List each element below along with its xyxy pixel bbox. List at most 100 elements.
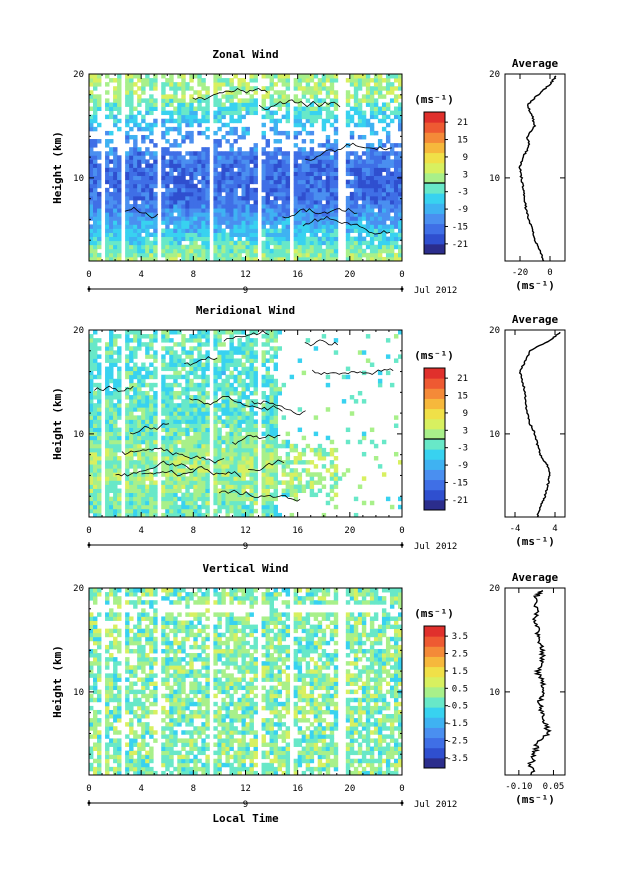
heatmap-cell: [217, 439, 222, 445]
heatmap-cell: [117, 354, 122, 359]
heatmap-cell: [129, 106, 134, 111]
heatmap-cell: [237, 224, 242, 229]
heatmap-cell: [365, 167, 371, 172]
heatmap-cell: [153, 200, 158, 205]
heatmap-cell: [201, 427, 206, 433]
heatmap-cell: [93, 653, 98, 658]
heatmap-cell: [253, 216, 258, 221]
heatmap-cell: [89, 612, 94, 617]
heatmap-cell: [125, 443, 130, 449]
heatmap-cell: [325, 147, 331, 152]
heatmap-cell: [181, 236, 186, 242]
heatmap-cell: [381, 208, 387, 213]
heatmap-cell: [225, 435, 230, 441]
heatmap-cell: [345, 122, 351, 128]
heatmap-cell: [109, 460, 114, 465]
heatmap-cell: [317, 208, 323, 213]
contour-line: [184, 356, 218, 366]
heatmap-cell: [325, 167, 331, 172]
heatmap-cell: [97, 354, 102, 359]
heatmap-cell: [113, 390, 118, 396]
heatmap-cell: [89, 224, 94, 229]
heatmap-cell: [153, 374, 158, 380]
heatmap-cell: [313, 232, 319, 238]
contour-line: [251, 400, 306, 416]
heatmap-cell: [161, 330, 166, 335]
heatmap-cell: [353, 122, 359, 128]
heatmap-cell: [113, 460, 118, 465]
colorbar-swatch: [424, 172, 445, 184]
heatmap-cell: [97, 504, 102, 510]
colorbar-tick-label: -9: [457, 205, 468, 215]
heatmap-cell: [317, 447, 323, 453]
heatmap-cell: [241, 330, 246, 335]
heatmap-cell: [177, 382, 182, 388]
heatmap-cell: [169, 508, 174, 514]
heatmap-cell: [213, 248, 218, 254]
heatmap-cell: [345, 228, 351, 233]
heatmap-cell: [217, 338, 222, 343]
heatmap-cell: [217, 171, 222, 177]
heatmap-cell: [189, 419, 194, 424]
heatmap-cell: [201, 456, 206, 461]
heatmap-cell: [113, 447, 118, 453]
heatmap-cell: [181, 439, 186, 445]
heatmap-cell: [109, 204, 114, 209]
heatmap-cell: [225, 208, 230, 213]
heatmap-cell: [297, 200, 303, 205]
heatmap-cell: [265, 443, 270, 449]
heatmap-cell: [169, 338, 174, 343]
heatmap-cell: [357, 232, 363, 238]
heatmap-cell: [365, 228, 371, 233]
heatmap-cell: [161, 427, 166, 433]
heatmap-cell: [177, 240, 182, 246]
heatmap-cell: [285, 224, 291, 229]
heatmap-cell: [285, 492, 291, 498]
heatmap-cell: [161, 378, 166, 384]
heatmap-cell: [185, 362, 190, 367]
heatmap-cell: [301, 240, 307, 246]
heatmap-cell: [333, 244, 339, 250]
heatmap-cell: [165, 118, 170, 124]
heatmap-cell: [133, 228, 138, 233]
heatmap-cell: [373, 167, 379, 172]
heatmap-cell: [201, 130, 206, 136]
heatmap-cell: [153, 236, 158, 242]
heatmap-cell: [245, 163, 250, 168]
heatmap-cell: [113, 750, 118, 756]
heatmap-cell: [345, 374, 351, 380]
heatmap-cell: [177, 126, 182, 132]
heatmap-cell: [233, 200, 238, 205]
heatmap-cell: [193, 484, 198, 489]
heatmap-cell: [301, 468, 307, 473]
heatmap-cell: [381, 195, 387, 201]
heatmap-cell: [261, 460, 266, 465]
heatmap-cell: [109, 354, 114, 359]
heatmap-cell: [353, 216, 359, 221]
heatmap-cell: [97, 738, 102, 743]
heatmap-cell: [325, 374, 331, 380]
heatmap-cell: [241, 175, 246, 181]
heatmap-cell: [385, 179, 391, 185]
heatmap-cell: [281, 151, 287, 156]
heatmap-cell: [221, 399, 226, 404]
heatmap-cell: [117, 648, 122, 654]
heatmap-cell: [261, 204, 266, 209]
heatmap-cell: [325, 171, 331, 177]
heatmap-cell: [149, 484, 154, 489]
heatmap-cell: [197, 439, 202, 445]
heatmap-cell: [325, 252, 331, 258]
heatmap-cell: [105, 244, 110, 250]
heatmap-cell: [241, 134, 246, 140]
heatmap-cell: [313, 183, 319, 189]
heatmap-cell: [281, 130, 287, 136]
heatmap-cell: [245, 252, 250, 258]
heatmap-cell: [265, 195, 270, 201]
heatmap-cell: [369, 98, 375, 103]
heatmap-cell: [301, 252, 307, 258]
heatmap-cell: [205, 232, 210, 238]
heatmap-cell: [321, 212, 327, 217]
heatmap-cell: [133, 175, 138, 181]
heatmap-cell: [105, 661, 110, 666]
heatmap-cell: [177, 102, 182, 107]
